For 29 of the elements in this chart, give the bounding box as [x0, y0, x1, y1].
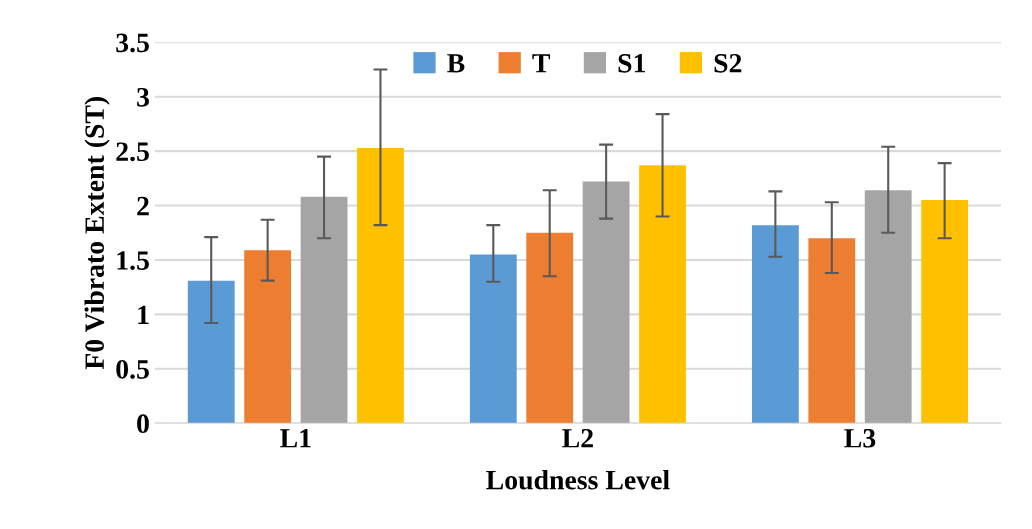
- bar: [864, 190, 912, 424]
- bar: [808, 238, 856, 424]
- y-tick-label: 3.5: [116, 33, 149, 53]
- bar: [187, 280, 235, 424]
- bar: [244, 250, 292, 424]
- y-tick-label: 0.5: [116, 359, 149, 379]
- y-axis-title: F0 Vibrato Extent (ST): [84, 97, 110, 370]
- x-axis-title: Loudness Level: [486, 469, 670, 490]
- y-tick-label: 0: [137, 414, 149, 434]
- legend-label: T: [532, 54, 551, 73]
- y-tick-label: 3: [137, 87, 149, 107]
- y-tick-label: 2: [137, 196, 149, 216]
- bar: [582, 181, 630, 424]
- y-tick-label: 2.5: [116, 142, 149, 162]
- legend-label: B: [447, 54, 465, 73]
- bar: [357, 147, 404, 424]
- bar: [526, 232, 574, 424]
- bar: [639, 165, 686, 424]
- legend-label: S2: [714, 53, 742, 73]
- x-tick-label: L2: [562, 428, 593, 448]
- bar: [469, 254, 517, 424]
- y-tick-label: 1.5: [117, 251, 149, 270]
- bar: [300, 196, 348, 424]
- bar: [921, 200, 969, 424]
- x-tick-label: L1: [280, 429, 311, 448]
- legend-label: S1: [618, 53, 646, 73]
- y-tick-label: 1: [138, 305, 149, 325]
- bar: [751, 225, 799, 424]
- x-tick-label: L3: [844, 428, 876, 448]
